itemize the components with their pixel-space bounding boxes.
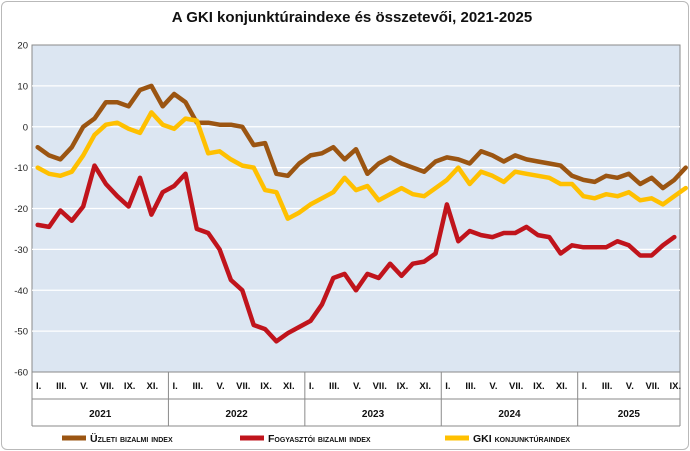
x-month-label: V.	[80, 381, 88, 392]
x-month-label: VII.	[236, 381, 250, 392]
x-year-label: 2025	[618, 409, 641, 420]
x-year-label: 2023	[362, 409, 385, 420]
x-month-label: V.	[217, 381, 225, 392]
x-month-label: III.	[56, 381, 67, 392]
chart-title: A GKI konjunktúraindexe és összetevői, 2…	[172, 9, 532, 26]
x-year-label: 2024	[498, 409, 521, 420]
x-month-label: XI.	[556, 381, 568, 392]
y-tick-label: 20	[17, 41, 28, 52]
legend-label: Üzleti bizalmi index	[90, 432, 173, 445]
x-month-label: VII.	[373, 381, 387, 392]
y-tick-label: 0	[23, 122, 28, 133]
x-month-label: IX.	[670, 381, 682, 392]
x-month-label: VII.	[645, 381, 659, 392]
x-month-label: XI.	[419, 381, 431, 392]
series-line-gki-konjunktúraindex	[35, 110, 688, 221]
x-month-label: VII.	[100, 381, 114, 392]
series-line-fogyasztói-bizalmi-index	[35, 163, 677, 344]
x-month-label: III.	[465, 381, 476, 392]
legend-label: Fogyasztói bizalmi index	[268, 433, 371, 445]
x-month-label: IX.	[533, 381, 545, 392]
x-month-label: III.	[329, 381, 340, 392]
x-month-label: I.	[309, 381, 314, 392]
x-year-label: 2021	[89, 409, 112, 420]
series-line-üzleti-bizalmi-index	[35, 83, 688, 191]
legend-item: Fogyasztói bizalmi index	[240, 433, 371, 445]
legend-label: GKI konjunktúraindex	[473, 433, 570, 445]
x-month-label: IX.	[397, 381, 409, 392]
x-month-label: XI.	[147, 381, 159, 392]
y-tick-label: -30	[14, 245, 28, 256]
y-tick-label: -20	[14, 204, 28, 215]
x-month-label: I.	[582, 381, 587, 392]
x-month-label: V.	[626, 381, 634, 392]
y-tick-label: -40	[14, 286, 28, 297]
x-month-label: IX.	[260, 381, 272, 392]
y-tick-label: -50	[14, 327, 28, 338]
x-month-label: III.	[602, 381, 613, 392]
legend-item: GKI konjunktúraindex	[445, 433, 570, 445]
x-month-label: IX.	[124, 381, 136, 392]
x-month-label: V.	[353, 381, 361, 392]
y-tick-label: -10	[14, 163, 28, 174]
x-month-label: XI.	[283, 381, 295, 392]
x-year-label: 2022	[226, 409, 249, 420]
x-month-label: V.	[489, 381, 497, 392]
y-tick-label: 10	[17, 81, 28, 92]
legend-item: Üzleti bizalmi index	[62, 432, 173, 445]
y-tick-label: -60	[14, 368, 28, 379]
x-month-label: I.	[172, 381, 177, 392]
x-month-label: VII.	[509, 381, 523, 392]
x-month-label: III.	[193, 381, 204, 392]
x-month-label: I.	[36, 381, 41, 392]
x-month-label: I.	[445, 381, 450, 392]
